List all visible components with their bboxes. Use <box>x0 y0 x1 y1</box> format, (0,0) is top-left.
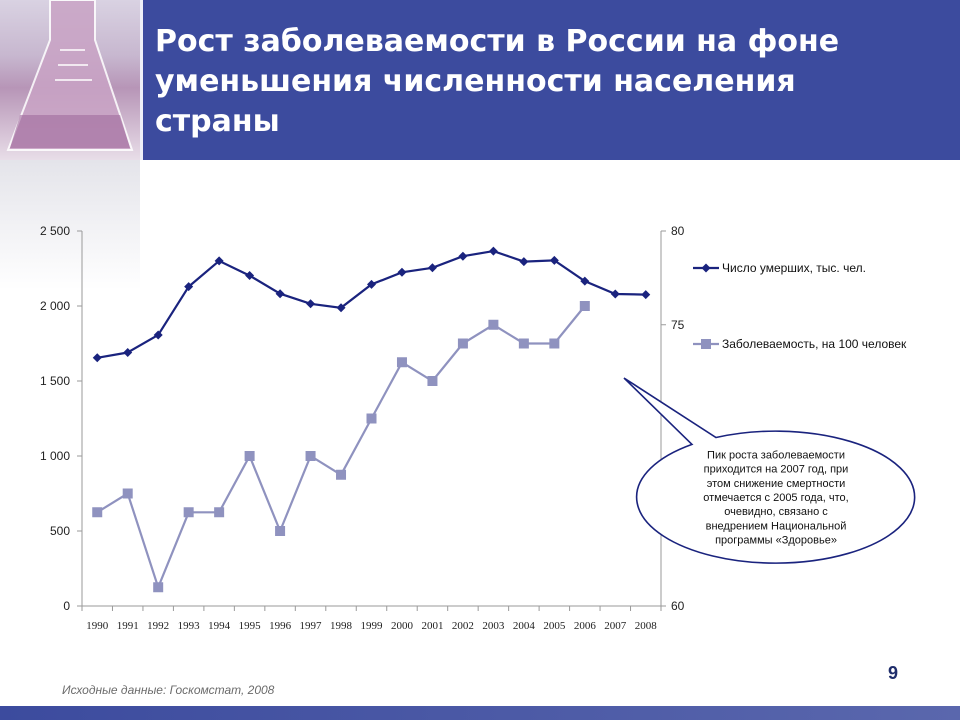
series-1-point <box>123 348 133 357</box>
series-2-point <box>518 338 529 349</box>
left-tick-label: 2 500 <box>40 224 70 238</box>
x-tick-label: 2005 <box>543 620 566 632</box>
x-tick-label: 1998 <box>330 620 353 632</box>
callout-text-line: очевидно, связано с <box>724 506 828 518</box>
series-1-point <box>427 263 437 273</box>
series-1-point <box>92 353 102 363</box>
x-tick-label: 1996 <box>269 620 292 632</box>
x-tick-label: 2002 <box>452 620 474 632</box>
legend-marker-diamond <box>701 263 711 273</box>
series-1-point <box>549 255 559 265</box>
x-tick-label: 1992 <box>147 620 169 632</box>
x-tick-label: 1994 <box>208 620 231 632</box>
series-2-point <box>579 301 590 311</box>
series-1-point <box>367 279 376 289</box>
x-tick-label: 1990 <box>86 620 109 632</box>
title-line-3: страны <box>155 104 280 139</box>
header-separator <box>140 0 143 160</box>
series-2-point <box>305 451 316 461</box>
callout-text-line: этом снижение смертности <box>707 478 846 490</box>
series-1-point <box>610 289 620 299</box>
series-1-point <box>153 330 163 340</box>
series-2-point <box>275 526 286 536</box>
header-bar: Рост заболеваемости в России на фоне уме… <box>0 0 960 160</box>
callout-text-line: отмечается с 2005 года, что, <box>703 492 848 504</box>
left-tick-label: 2 000 <box>40 299 70 313</box>
series-2-point <box>396 357 407 368</box>
left-tick-label: 1 500 <box>40 374 70 388</box>
title-line-2: уменьшения численности населения <box>155 64 796 99</box>
series-1-point <box>184 282 194 292</box>
flask-image <box>0 0 140 160</box>
footer-bar <box>0 706 960 720</box>
flask-reflection <box>0 160 140 290</box>
series-1-point <box>458 251 468 261</box>
series-line-2 <box>96 305 586 591</box>
series-2-point <box>336 469 347 480</box>
x-tick-label: 2007 <box>604 620 627 632</box>
series-2-point <box>366 413 377 424</box>
series-1-point <box>641 290 651 300</box>
series-1-point <box>488 246 498 256</box>
series-1-point <box>275 289 285 299</box>
series-1-point <box>214 256 224 266</box>
series-2-point <box>427 376 438 386</box>
source-note: Исходные данные: Госкомстат, 2008 <box>62 683 275 697</box>
x-tick-label: 1995 <box>239 620 262 632</box>
callout-bubble <box>623 377 916 564</box>
legend-label-1: Число умерших, тыс. чел. <box>722 261 866 275</box>
right-tick-label: 80 <box>671 224 685 238</box>
series-2-point <box>549 338 560 349</box>
x-tick-label: 2003 <box>482 620 505 632</box>
x-tick-label: 1997 <box>300 620 323 632</box>
series-2-point <box>457 338 468 349</box>
series-1-point <box>580 276 590 286</box>
callout-text-line: приходится на 2007 год, при <box>704 464 849 476</box>
left-tick-label: 1 000 <box>40 449 70 463</box>
x-tick-label: 2000 <box>391 620 414 632</box>
right-tick-label: 60 <box>671 599 685 613</box>
series-1-point <box>397 267 407 277</box>
callout-text-line: Пик роста заболеваемости <box>707 449 845 461</box>
x-tick-label: 2004 <box>513 620 536 632</box>
legend-marker-square <box>701 339 711 349</box>
title-line-1: Рост заболеваемости в России на фоне <box>155 24 840 59</box>
callout-text-line: внедрением Национальной <box>706 520 847 532</box>
x-tick-label: 2008 <box>635 620 658 632</box>
series-1-point <box>519 257 529 267</box>
page-number: 9 <box>888 663 899 683</box>
x-tick-label: 2006 <box>574 620 597 632</box>
left-tick-label: 0 <box>63 599 70 613</box>
series-1-point <box>336 303 346 313</box>
right-tick-label: 75 <box>671 318 685 332</box>
series-2-point <box>244 451 255 461</box>
x-tick-label: 1991 <box>117 620 139 632</box>
x-tick-label: 1999 <box>361 620 384 632</box>
series-2-point <box>153 582 164 593</box>
x-tick-label: 1993 <box>178 620 201 632</box>
left-tick-label: 500 <box>50 524 70 538</box>
series-1-point <box>245 271 255 281</box>
series-1-point <box>306 299 316 309</box>
series-2-point <box>488 319 499 330</box>
series-2-point <box>214 507 225 518</box>
series-2-point <box>183 507 194 518</box>
series-2-point <box>92 507 103 518</box>
series-2-point <box>122 488 133 499</box>
series-line-1 <box>97 249 646 359</box>
callout-text-line: программы «Здоровье» <box>715 535 837 547</box>
legend-label-2: Заболеваемость, на 100 человек <box>722 337 907 351</box>
page-title: Рост заболеваемости в России на фоне уме… <box>155 22 935 142</box>
x-tick-label: 2001 <box>421 620 443 632</box>
